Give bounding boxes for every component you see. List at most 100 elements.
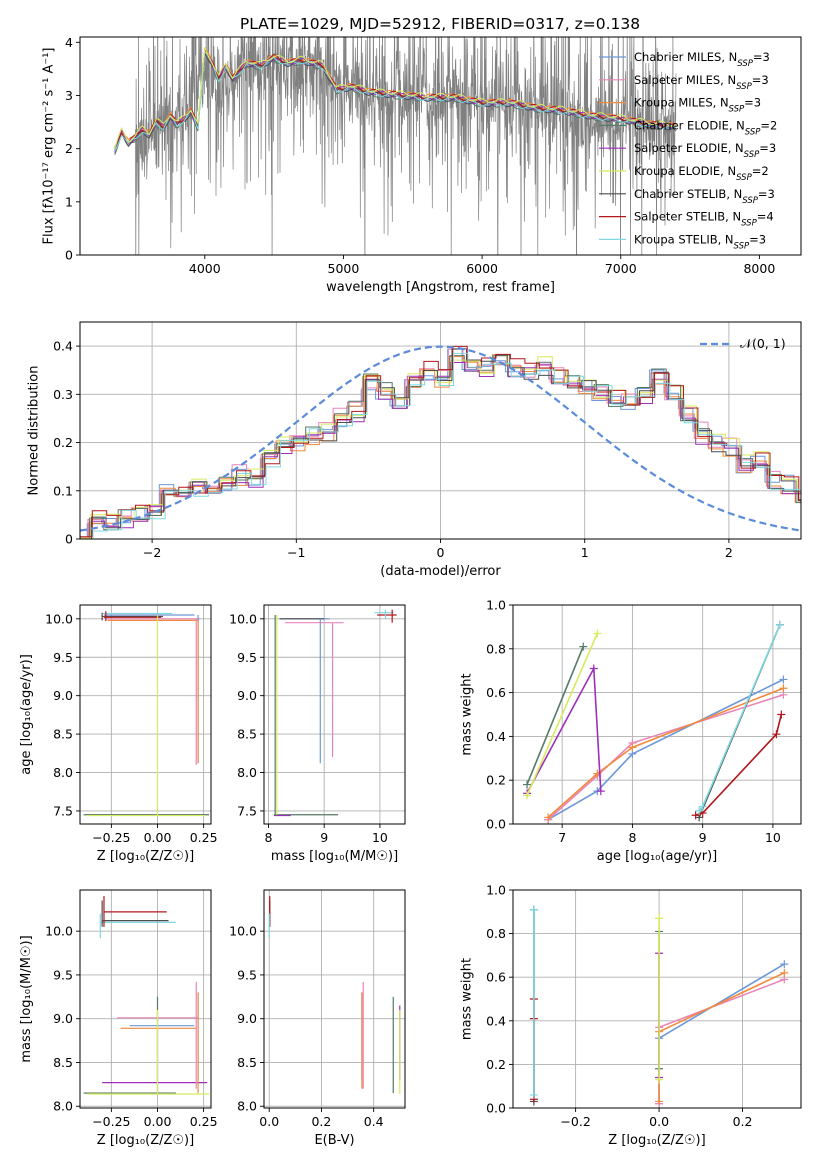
- spectrum-plot-area: [114, 37, 677, 255]
- mass-vs-Z-xtick-label: 0.00: [144, 1114, 172, 1129]
- age-vs-Z-axes: −0.25 0.00 0.25 7.5 8.0 8.5 9.0 9.5 10.0 Z [log₁₀…: [19, 604, 218, 864]
- mass-vs-Z-plot-area: [83, 896, 210, 1095]
- residuals-xtick-label: 0: [437, 545, 445, 560]
- model-spectrum-line-5: [114, 47, 677, 150]
- massweight-vs-Z-marker-5: [655, 1075, 664, 1084]
- massweight-vs-Z-marker-2: [655, 1097, 664, 1106]
- age-vs-Z-frame: −0.25 0.00 0.25 7.5 8.0 8.5 9.0 9.5 10.0 Z [log₁₀…: [19, 604, 218, 864]
- massweight-vs-Z-marker-5: [655, 914, 664, 923]
- mass-vs-ebv-ytick-label: 9.5: [237, 967, 257, 982]
- massweight-vs-Z-marker-8: [529, 905, 538, 914]
- age-vs-mass-frame: 8 9 10 7.5 8.0 8.5 9.0 9.5 10.0 mass [log₁₀(M/M☉)…: [229, 604, 406, 864]
- spectrum-ytick-label: 4: [65, 35, 73, 50]
- massweight-vs-age-line-1: [547, 694, 784, 821]
- spectrum-xtick-label: 7000: [605, 261, 637, 276]
- spectrum-xtick-label: 4000: [189, 261, 221, 276]
- massweight-vs-age-line-0: [547, 678, 784, 821]
- massweight-vs-age-axes: 7 8 9 10 0.0 0.2 0.4 0.6 0.8 1.0 age [log₁₀(age/yr…: [460, 598, 802, 864]
- age-vs-mass-xlabel: mass [log₁₀(M/M☉)]: [271, 849, 398, 864]
- age-vs-mass-xtick-label: 9: [320, 830, 328, 845]
- age-vs-mass-grid: [264, 605, 405, 824]
- residual-histogram-5: [80, 356, 801, 539]
- spectrum-ytick-label: 1: [65, 194, 73, 209]
- mass-vs-Z-ylabel: mass [log₁₀(M/M☉)]: [19, 935, 34, 1062]
- massweight-vs-Z-xtick-label: 0.0: [649, 1114, 669, 1129]
- age-vs-Z-ytick-label: 9.5: [53, 650, 73, 665]
- massweight-vs-age-marker-2: [779, 684, 788, 693]
- mass-vs-Z-xlabel: Z [log₁₀(Z/Z☉)]: [97, 1133, 194, 1148]
- mass-vs-ebv-plot-area: [268, 896, 401, 1094]
- age-vs-mass-xtick-label: 8: [264, 830, 272, 845]
- age-vs-Z-xlabel: Z [log₁₀(Z/Z☉)]: [97, 849, 194, 864]
- massweight-vs-age-frame: 7 8 9 10 0.0 0.2 0.4 0.6 0.8 1.0 age [log₁₀(age/yr…: [460, 598, 802, 864]
- massweight-vs-age-xtick-label: 10: [765, 830, 781, 845]
- massweight-vs-age-line-3: [526, 646, 584, 785]
- massweight-vs-Z-ytick-label: 0.6: [486, 970, 506, 985]
- residuals-plot-area: [80, 345, 801, 539]
- massweight-vs-Z-frame: −0.2 0.0 0.2 0.0 0.2 0.4 0.6 0.8 1.0 Z [log₁₀(Z/Z…: [460, 883, 802, 1148]
- age-vs-Z-ylabel: age [log₁₀(age/yr)]: [19, 654, 34, 775]
- mass-vs-Z-xtick-label: −0.25: [92, 1114, 130, 1129]
- age-vs-Z-ytick-label: 10.0: [45, 611, 73, 626]
- residual-histogram-0: [80, 348, 801, 539]
- spectrum-ytick-label: 2: [65, 141, 73, 156]
- age-vs-mass-plot-area: [274, 609, 397, 817]
- massweight-vs-age-marker-8: [775, 620, 784, 629]
- massweight-vs-age-ytick-label: 0.6: [486, 685, 506, 700]
- massweight-vs-Z-ytick-label: 0.8: [486, 926, 506, 941]
- mass-vs-Z-frame: −0.25 0.00 0.25 8.0 8.5 9.0 9.5 10.0 Z [log₁₀(Z/…: [19, 889, 218, 1148]
- residuals-xtick-label: −2: [143, 545, 161, 560]
- massweight-vs-age-line-2: [547, 687, 784, 818]
- mass-vs-Z-ytick-label: 8.5: [53, 1055, 73, 1070]
- massweight-vs-age-marker-7: [777, 710, 786, 719]
- mass-vs-ebv-ytick-label: 8.0: [237, 1099, 257, 1114]
- model-spectrum-line-6: [114, 50, 677, 151]
- spectrum-frame-rect: [79, 36, 802, 256]
- massweight-vs-Z-marker-0: [780, 960, 789, 969]
- mass-vs-ebv-xtick-label: 0.0: [259, 1114, 279, 1129]
- massweight-vs-Z-ylabel: mass weight: [460, 958, 475, 1040]
- age-vs-mass-frame-rect: [263, 604, 406, 825]
- observed-spectrum-line: [135, 37, 677, 255]
- spectrum-ytick-label: 0: [65, 248, 73, 263]
- massweight-vs-age-ytick-label: 0.4: [486, 729, 506, 744]
- mass-vs-ebv-xtick-label: 0.4: [364, 1114, 384, 1129]
- massweight-vs-age-ylabel: mass weight: [460, 673, 475, 755]
- mass-vs-ebv-ytick-label: 10.0: [229, 924, 257, 939]
- plots-layer: 4000 5000 6000 7000 8000 0 1 2 3 4 wavelength [Ang…: [19, 35, 802, 1148]
- mass-vs-ebv-axes: 0.0 0.2 0.4 8.0 8.5 9.0 9.5 10.0 E(B-V): [229, 889, 406, 1148]
- residuals-xtick-label: 1: [581, 545, 589, 560]
- mass-vs-ebv-ytick-label: 8.5: [237, 1055, 257, 1070]
- mass-vs-ebv-ytick-label: 9.0: [237, 1011, 257, 1026]
- mass-vs-Z-ytick-label: 9.0: [53, 1011, 73, 1026]
- age-vs-Z-xtick-label: 0.00: [144, 830, 172, 845]
- mass-vs-Z-axes: −0.25 0.00 0.25 8.0 8.5 9.0 9.5 10.0 Z [log₁₀(Z/…: [19, 889, 218, 1148]
- mass-vs-Z-ytick-label: 10.0: [45, 924, 73, 939]
- residuals-ytick-label: 0.1: [53, 483, 73, 498]
- mass-vs-Z-ytick-label: 9.5: [53, 967, 73, 982]
- massweight-vs-Z-ytick-label: 0.0: [486, 1101, 506, 1116]
- massweight-vs-Z-marker-2: [780, 968, 789, 977]
- residuals-ytick-label: 0.3: [53, 387, 73, 402]
- age-vs-Z-xtick-label: 0.25: [190, 830, 218, 845]
- massweight-vs-Z-xtick-label: −0.2: [560, 1114, 590, 1129]
- massweight-vs-age-marker-3: [579, 642, 588, 651]
- age-vs-Z-ytick-label: 9.0: [53, 688, 73, 703]
- massweight-vs-age-xtick-label: 9: [699, 830, 707, 845]
- mass-vs-Z-frame-rect: [79, 889, 212, 1109]
- massweight-vs-age-marker-8: [695, 806, 704, 815]
- massweight-vs-Z-xtick-label: 0.2: [733, 1114, 753, 1129]
- massweight-vs-Z-plot-area: [529, 905, 789, 1108]
- massweight-vs-age-marker-4: [589, 664, 598, 673]
- massweight-vs-age-marker-2: [628, 743, 637, 752]
- massweight-vs-age-plot-area: [523, 620, 788, 824]
- massweight-vs-age-xtick-label: 7: [558, 830, 566, 845]
- massweight-vs-Z-axes: −0.2 0.0 0.2 0.0 0.2 0.4 0.6 0.8 1.0 Z [log₁₀(Z/Z…: [460, 883, 802, 1148]
- massweight-vs-Z-ytick-label: 0.2: [486, 1057, 506, 1072]
- age-vs-mass-ytick-label: 10.0: [229, 611, 257, 626]
- residuals-frame-rect: [79, 321, 802, 540]
- mass-vs-ebv-frame-rect: [263, 889, 406, 1109]
- age-vs-mass-ytick-label: 9.5: [237, 650, 257, 665]
- massweight-vs-age-line-5: [526, 633, 599, 796]
